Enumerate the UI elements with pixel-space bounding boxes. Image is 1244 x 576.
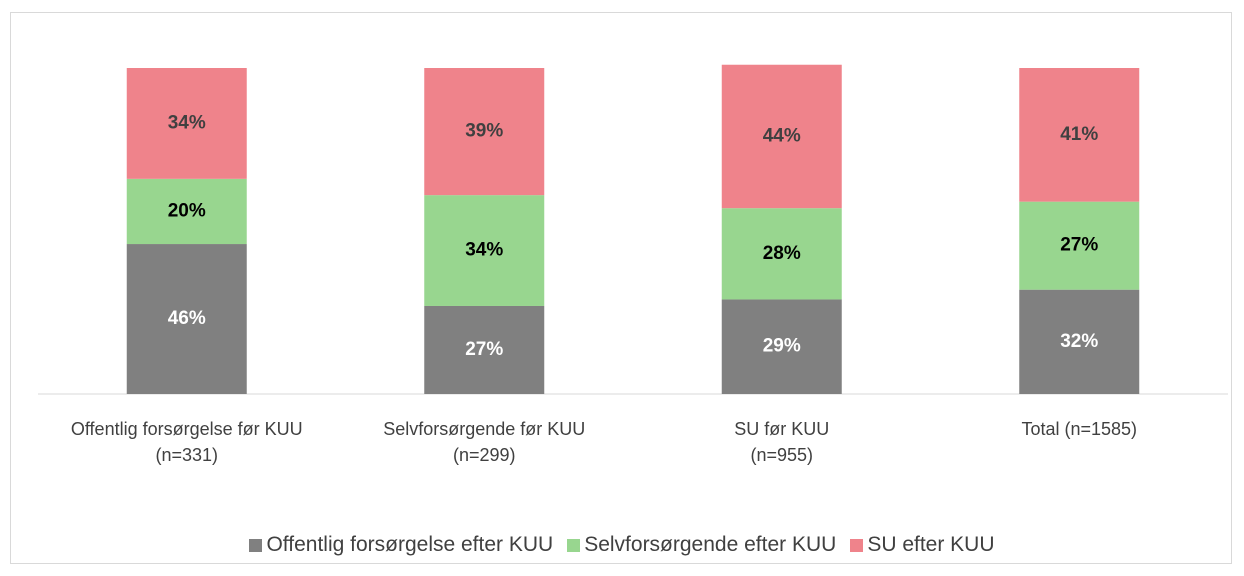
data-label: 27% bbox=[465, 339, 503, 360]
legend-swatch bbox=[850, 538, 864, 552]
legend-swatch bbox=[249, 538, 263, 552]
bar-segment bbox=[1019, 68, 1140, 202]
bar-segment bbox=[1019, 289, 1140, 394]
data-label: 41% bbox=[1060, 124, 1098, 145]
legend-label: SU efter KUU bbox=[867, 533, 995, 556]
bar-segment bbox=[721, 208, 842, 300]
legend-swatch bbox=[567, 538, 581, 552]
bar-segment bbox=[721, 64, 842, 209]
legend-label: Selvforsørgende efter KUU bbox=[584, 533, 837, 556]
data-label: 44% bbox=[763, 125, 801, 146]
bar-segment bbox=[424, 195, 545, 306]
legend-item: Selvforsørgende efter KUU bbox=[567, 533, 836, 557]
data-label: 29% bbox=[763, 336, 801, 357]
data-label: 34% bbox=[465, 240, 503, 261]
bar-segment bbox=[424, 305, 545, 394]
x-tick-label: Offentlig forsørgelse før KUU (n=331) bbox=[70, 419, 303, 465]
data-label: 34% bbox=[168, 112, 206, 133]
bar-segment bbox=[126, 178, 247, 245]
data-label: 28% bbox=[763, 243, 801, 264]
chart-frame bbox=[10, 12, 1232, 564]
legend-label: Offentlig forsørgelse efter KUU bbox=[266, 533, 554, 556]
data-label: 46% bbox=[168, 308, 206, 329]
data-label: 32% bbox=[1060, 331, 1098, 352]
x-tick-label: Selvforsørgende før KUU (n=299) bbox=[383, 419, 586, 465]
bar-segment bbox=[1019, 201, 1140, 290]
data-label: 39% bbox=[465, 121, 503, 142]
bar-segment bbox=[126, 68, 247, 179]
x-tick-label: SU før KUU (n=955) bbox=[734, 419, 830, 465]
data-label: 20% bbox=[168, 200, 206, 221]
data-label: 27% bbox=[1060, 235, 1098, 256]
legend: Offentlig forsørgelse efter KUU Selvforsø… bbox=[0, 533, 1244, 557]
legend-item: Offentlig forsørgelse efter KUU bbox=[249, 533, 553, 557]
bar-segment bbox=[126, 244, 247, 394]
x-tick-label: Total (n=1585) bbox=[1021, 419, 1138, 439]
bar-segment bbox=[721, 299, 842, 394]
legend-item: SU efter KUU bbox=[850, 533, 995, 557]
bar-segment bbox=[424, 68, 545, 196]
